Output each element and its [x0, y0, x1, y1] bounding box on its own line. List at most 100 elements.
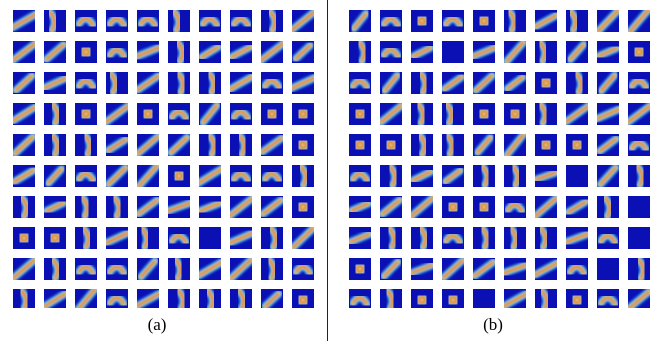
filter-tile — [628, 134, 650, 156]
filter-tile — [597, 134, 619, 156]
filter-tile — [168, 289, 190, 308]
filter-tile — [13, 41, 35, 63]
filter-tile — [628, 103, 650, 125]
filter-tile — [442, 165, 464, 187]
filter-tile — [566, 72, 588, 94]
filter-tile — [75, 258, 97, 280]
filter-tile — [535, 196, 557, 218]
filter-tile — [504, 72, 526, 94]
filter-tile — [44, 289, 66, 308]
filter-tile — [199, 165, 221, 187]
filter-tile — [137, 103, 159, 125]
filter-tile — [292, 103, 314, 125]
filter-tile — [628, 258, 650, 280]
filter-tile — [628, 10, 650, 32]
filter-tile — [137, 196, 159, 218]
filter-tile — [75, 134, 97, 156]
filter-tile — [44, 41, 66, 63]
filter-tile — [44, 165, 66, 187]
filter-tile — [473, 289, 495, 308]
filter-tile — [566, 227, 588, 249]
filter-tile — [473, 258, 495, 280]
filter-tile — [566, 258, 588, 280]
filter-tile — [75, 227, 97, 249]
filter-tile — [380, 289, 402, 308]
filter-tile — [411, 196, 433, 218]
filter-grid-b — [349, 10, 650, 308]
filter-tile — [473, 72, 495, 94]
filter-tile — [349, 258, 371, 280]
filter-tile — [411, 103, 433, 125]
filter-tile — [566, 103, 588, 125]
filter-tile — [168, 227, 190, 249]
filter-tile — [137, 227, 159, 249]
panel-b — [346, 0, 652, 308]
filter-tile — [411, 10, 433, 32]
filter-tile — [411, 289, 433, 308]
filter-tile — [199, 196, 221, 218]
filter-tile — [261, 196, 283, 218]
filter-tile — [199, 227, 221, 249]
filter-tile — [137, 41, 159, 63]
filter-tile — [504, 10, 526, 32]
filter-tile — [292, 10, 314, 32]
filter-tile — [13, 196, 35, 218]
filter-tile — [473, 103, 495, 125]
filter-tile — [504, 165, 526, 187]
filter-tile — [597, 289, 619, 308]
filter-tile — [199, 10, 221, 32]
filter-tile — [597, 41, 619, 63]
filter-tile — [13, 103, 35, 125]
filter-tile — [261, 165, 283, 187]
filter-tile — [230, 196, 252, 218]
filter-tile — [168, 196, 190, 218]
filter-tile — [168, 41, 190, 63]
filter-tile — [199, 72, 221, 94]
filter-tile — [380, 41, 402, 63]
filter-tile — [106, 10, 128, 32]
filter-tile — [261, 41, 283, 63]
filter-tile — [75, 10, 97, 32]
filter-grid-a — [13, 10, 314, 308]
filter-tile — [411, 165, 433, 187]
filter-tile — [13, 72, 35, 94]
filter-tile — [349, 289, 371, 308]
filter-tile — [349, 10, 371, 32]
filter-tile — [628, 41, 650, 63]
filter-tile — [473, 227, 495, 249]
filter-tile — [106, 134, 128, 156]
filter-tile — [168, 134, 190, 156]
filter-tile — [168, 165, 190, 187]
filter-tile — [442, 134, 464, 156]
filter-tile — [137, 72, 159, 94]
filter-tile — [442, 258, 464, 280]
filter-tile — [411, 227, 433, 249]
filter-tile — [261, 134, 283, 156]
filter-tile — [349, 134, 371, 156]
filter-tile — [137, 134, 159, 156]
filter-tile — [44, 227, 66, 249]
filter-tile — [261, 10, 283, 32]
filter-tile — [261, 72, 283, 94]
filter-tile — [106, 41, 128, 63]
filter-tile — [230, 227, 252, 249]
filter-tile — [380, 103, 402, 125]
filter-tile — [349, 72, 371, 94]
filter-tile — [230, 165, 252, 187]
filter-tile — [230, 134, 252, 156]
filter-tile — [44, 258, 66, 280]
filter-tile — [349, 165, 371, 187]
filter-tile — [261, 258, 283, 280]
filter-tile — [442, 41, 464, 63]
filter-tile — [13, 10, 35, 32]
filter-tile — [292, 289, 314, 308]
filter-tile — [292, 72, 314, 94]
filter-tile — [13, 134, 35, 156]
filter-tile — [535, 103, 557, 125]
filter-tile — [106, 165, 128, 187]
filter-tile — [504, 103, 526, 125]
filter-tile — [168, 258, 190, 280]
filter-tile — [535, 289, 557, 308]
filter-tile — [137, 258, 159, 280]
filter-tile — [199, 289, 221, 308]
